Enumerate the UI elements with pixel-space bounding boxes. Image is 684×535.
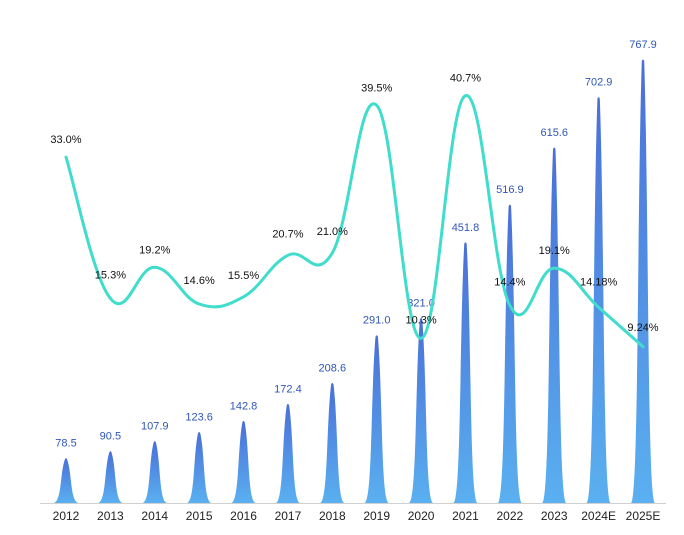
- growth-rate-label-2017: 20.7%: [272, 228, 303, 240]
- growth-rate-label-2018: 21.0%: [317, 226, 348, 238]
- bar-2024E: [586, 97, 611, 504]
- x-tick-label-2014: 2014: [141, 509, 168, 523]
- x-tick-label-2022: 2022: [496, 509, 523, 523]
- bar-value-label-2014: 107.9: [141, 421, 169, 433]
- growth-rate-label-2014: 19.2%: [139, 244, 170, 256]
- bar-value-label-2022: 516.9: [496, 184, 524, 196]
- x-tick-label-2017: 2017: [275, 509, 302, 523]
- bar-series: [54, 59, 655, 504]
- growth-rate-label-2023: 19.1%: [539, 245, 570, 257]
- bar-2025E: [631, 59, 655, 503]
- growth-rate-label-2016: 15.5%: [228, 270, 259, 282]
- bar-2016: [231, 420, 256, 503]
- bar-value-labels: 78.5 90.5 107.9 123.6 142.8 172.4 208.6 291.0 32…: [55, 39, 656, 450]
- bar-2021: [453, 242, 478, 503]
- x-tick-label-2023: 2023: [541, 509, 568, 523]
- bar-value-label-2025E: 767.9: [629, 39, 657, 51]
- bar-value-label-2017: 172.4: [274, 383, 302, 395]
- bar-2018: [320, 382, 345, 503]
- x-tick-label-2015: 2015: [186, 509, 213, 523]
- growth-rate-label-2015: 14.6%: [184, 275, 215, 287]
- growth-rate-label-2024E: 14.18%: [580, 276, 618, 288]
- x-tick-label-2012: 2012: [53, 509, 80, 523]
- bar-2013: [98, 451, 123, 503]
- x-tick-label-2013: 2013: [97, 509, 124, 523]
- growth-rate-label-2012: 33.0%: [50, 134, 81, 146]
- bar-value-label-2020: 321.0: [407, 297, 435, 309]
- bar-2017: [275, 403, 300, 503]
- growth-rate-label-2022: 14.4%: [494, 277, 525, 289]
- x-tick-label-2019: 2019: [363, 509, 390, 523]
- growth-rate-labels: 33.0% 15.3% 19.2% 14.6% 15.5% 20.7% 21.0% 39.5%…: [50, 73, 658, 334]
- growth-rate-line: [64, 94, 645, 349]
- x-tick-label-2024E: 2024E: [581, 509, 616, 523]
- growth-rate-label-2013: 15.3%: [95, 269, 126, 281]
- bar-value-label-2024E: 702.9: [585, 77, 613, 89]
- bar-value-label-2021: 451.8: [452, 222, 480, 234]
- x-tick-label-2018: 2018: [319, 509, 346, 523]
- bar-2012: [54, 458, 78, 503]
- bar-2022: [497, 204, 522, 503]
- growth-rate-label-2020: 10.3%: [405, 314, 436, 326]
- x-tick-label-2025E: 2025E: [626, 509, 661, 523]
- bar-2019: [364, 335, 389, 503]
- bar-2014: [142, 441, 167, 503]
- growth-rate-label-2021: 40.7%: [450, 73, 481, 85]
- bar-value-label-2018: 208.6: [319, 362, 347, 374]
- x-tick-label-2016: 2016: [230, 509, 257, 523]
- bar-2023: [542, 147, 567, 503]
- bar-value-label-2016: 142.8: [230, 400, 258, 412]
- growth-rate-label-2025E: 9.24%: [627, 322, 658, 334]
- bar-2015: [187, 432, 212, 503]
- bar-value-label-2012: 78.5: [55, 438, 76, 450]
- bar-value-label-2013: 90.5: [100, 431, 121, 443]
- bar-value-label-2023: 615.6: [540, 127, 568, 139]
- bar-2020: [409, 317, 434, 503]
- bar-value-label-2019: 291.0: [363, 315, 391, 327]
- x-tick-label-2020: 2020: [408, 509, 435, 523]
- x-tick-label-2021: 2021: [452, 509, 479, 523]
- bar-value-label-2015: 123.6: [185, 412, 213, 424]
- x-axis-tick-labels: 2012 2013 2014 2015 2016 2017 2018 2019 2020 2021…: [53, 509, 661, 523]
- growth-rate-label-2019: 39.5%: [361, 82, 392, 94]
